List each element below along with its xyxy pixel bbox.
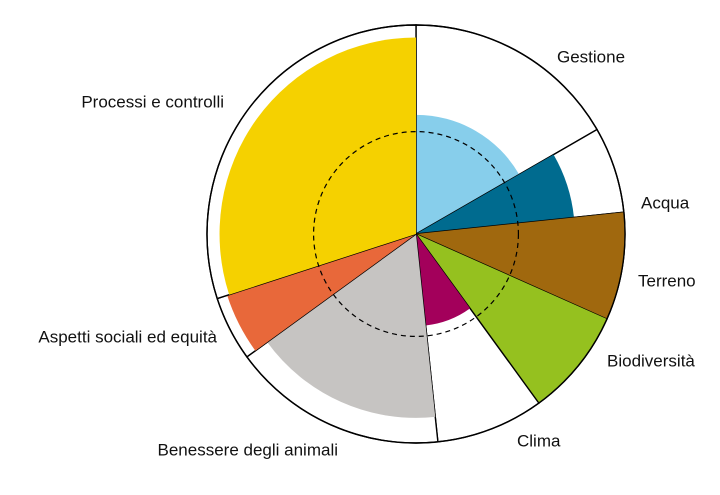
sector-bar-clima (416, 234, 471, 326)
label-processi-e-controlli: Processi e controlli (81, 92, 224, 111)
sector-bar-gestione (416, 114, 520, 234)
sector-bar-benessere-degli-animali (267, 234, 436, 418)
sectors-layer (206, 24, 626, 444)
label-aspetti-sociali-ed-equita: Aspetti sociali ed equità (38, 327, 217, 346)
label-acqua: Acqua (641, 193, 690, 212)
label-clima: Clima (517, 431, 561, 450)
reference-ring (312, 130, 520, 338)
label-biodiversita: Biodiversità (607, 351, 695, 370)
label-terreno: Terreno (638, 271, 696, 290)
label-gestione: Gestione (557, 47, 625, 66)
label-benessere-degli-animali: Benessere degli animali (158, 440, 339, 459)
sector-bar-acqua (416, 154, 574, 234)
sector-bar-processi-e-controlli (219, 37, 416, 295)
sector-bar-aspetti-sociali-ed-equita (227, 234, 416, 351)
sector-bar-terreno (416, 212, 625, 320)
sector-bar-biodiversita (416, 234, 607, 404)
labels-layer: Gestione Acqua Terreno Biodiversità Clima Ben… (38, 47, 695, 459)
outer-ring (206, 24, 626, 444)
